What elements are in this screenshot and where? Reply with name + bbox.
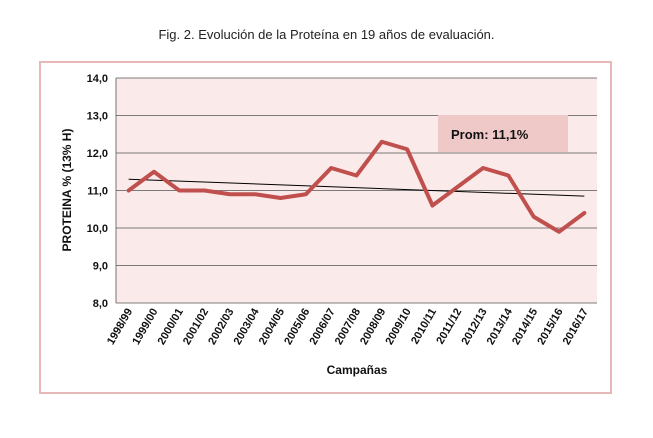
prom-annotation: Prom: 11,1% [451,127,529,142]
y-tick-label: 13,0 [87,111,108,123]
y-tick-label: 11,0 [87,186,108,198]
y-tick-label: 10,0 [87,223,108,235]
y-tick-label: 8,0 [93,298,108,310]
y-tick-label: 9,0 [93,261,108,273]
trend-line [128,178,585,197]
prom-badge [438,115,568,152]
y-axis-label: PROTEINA % (13% H) [60,129,74,252]
y-tick-label: 14,0 [87,73,108,85]
x-axis-label: Campañas [327,363,388,377]
figure-title: Fig. 2. Evolución de la Proteína en 19 a… [158,27,495,42]
x-axis-ticks: 1998/991999/002000/012001/022002/032003/… [105,306,591,347]
series-line-proteina [126,139,587,234]
y-tick-label: 12,0 [87,148,108,160]
y-axis-ticks: 8,0 9,0 10,0 11,0 12,0 13,0 14,0 [87,73,108,310]
